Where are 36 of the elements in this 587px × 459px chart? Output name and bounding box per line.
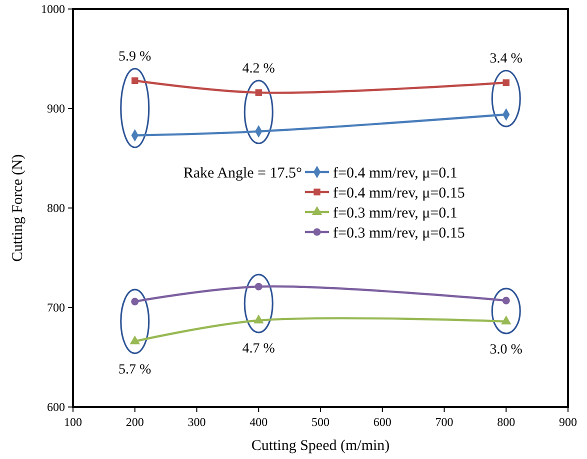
point [130, 335, 140, 344]
annotation: 4.2 % [242, 62, 276, 77]
x-tick-label: 700 [435, 415, 454, 429]
annotation: 3.0 % [490, 342, 523, 358]
x-tick-label: 500 [312, 415, 330, 429]
point [502, 79, 510, 86]
x-axis-title: Cutting Speed (m/min) [251, 438, 390, 454]
point [132, 77, 138, 84]
y-tick-label: 900 [47, 102, 65, 116]
legend-label: f=0.4 mm/rev, μ=0.15 [333, 185, 465, 202]
legend-label: f=0.4 mm/rev, μ=0.1 [333, 165, 458, 182]
legend-label: f=0.3 mm/rev, μ=0.15 [333, 225, 465, 242]
legend-label: f=0.3 mm/rev, μ=0.1 [333, 205, 458, 222]
annotation: 5.7 % [118, 362, 152, 378]
annotation: 3.4 % [490, 52, 523, 67]
x-tick-label: 800 [497, 415, 516, 429]
y-axis-title: Cutting Force (N) [10, 154, 26, 262]
x-tick-label: 900 [559, 415, 577, 429]
x-tick-label: 100 [64, 415, 82, 429]
annotation: 5.9 % [118, 50, 152, 65]
y-tick-label: 600 [47, 400, 65, 414]
x-tick-label: 300 [188, 415, 206, 429]
point [255, 89, 262, 96]
point [501, 316, 512, 324]
point [254, 314, 264, 324]
annotation: 4.7 % [242, 341, 276, 356]
y-tick-label: 1000 [41, 2, 65, 16]
annotation: Rake Angle = 17.5° [183, 165, 302, 182]
x-tick-label: 600 [373, 415, 392, 429]
y-tick-label: 700 [47, 300, 65, 315]
y-tick-label: 800 [47, 201, 65, 216]
x-tick-label: 400 [250, 415, 268, 429]
point [502, 296, 510, 304]
point [254, 282, 262, 290]
x-tick-label: 200 [126, 415, 144, 429]
point [131, 298, 139, 306]
